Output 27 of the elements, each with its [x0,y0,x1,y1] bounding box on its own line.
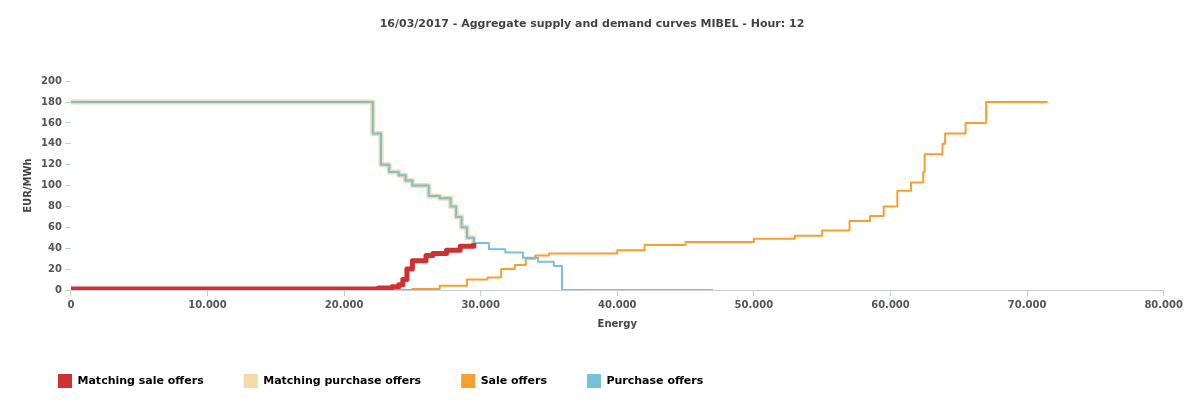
x-tick-label: 40.000 [597,298,637,310]
x-axis-title: Energy [597,317,638,329]
y-tick-label: 0 [54,283,62,295]
y-tick-label: 80 [47,200,62,212]
x-tick-label: 30.000 [461,298,501,310]
x-tick-label: 10.000 [188,298,227,310]
x-tick-label: 80.000 [1144,298,1184,310]
y-tick-label: 200 [41,74,62,86]
legend-label: Matching sale offers [77,373,205,387]
chart-title: 16/03/2017 - Aggregate supply and demand curves MIBEL - Hour: 12 [379,17,805,31]
x-tick-label: 70.000 [1007,298,1047,310]
x-tick-label: 0 [67,298,75,310]
y-tick-label: 120 [41,158,62,170]
y-tick-label: 40 [47,241,62,253]
y-tick-label: 180 [41,95,62,107]
legend-label: Matching purchase offers [263,373,422,387]
y-tick-label: 100 [41,179,62,191]
legend-label: Purchase offers [606,373,704,387]
x-tick-label: 20.000 [324,298,364,310]
x-tick-label: 60.000 [871,298,910,310]
y-tick-label: 140 [41,137,62,149]
y-axis-title: EUR/MWh [21,158,33,213]
y-tick-label: 60 [47,220,62,232]
legend-label: Sale offers [480,373,548,387]
y-tick-label: 20 [47,262,62,274]
x-tick-label: 50.000 [734,298,774,310]
y-tick-label: 160 [41,116,62,128]
